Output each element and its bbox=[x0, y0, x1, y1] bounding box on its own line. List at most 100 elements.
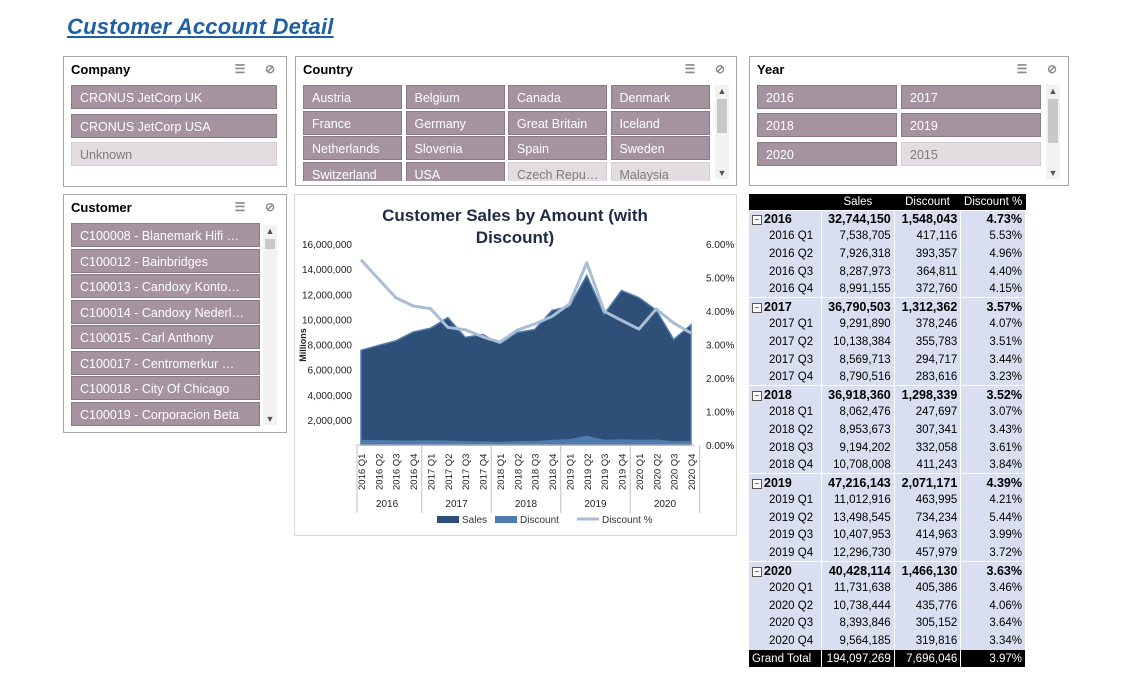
pivot-header-discount: Discount bbox=[894, 194, 961, 210]
multi-select-icon[interactable]: ☰ bbox=[234, 62, 246, 76]
collapse-icon[interactable]: − bbox=[752, 390, 762, 401]
customer-slicer-item[interactable]: C100008 - Blanemark Hifi … bbox=[71, 223, 260, 247]
pivot-grand-total-pct: 3.97% bbox=[960, 649, 1026, 668]
year-slicer-item[interactable]: 2018 bbox=[757, 113, 897, 138]
pivot-quarter-row: 2018 Q1 8,062,476 247,697 3.07% bbox=[749, 403, 1026, 422]
company-slicer-item[interactable]: Unknown bbox=[71, 142, 277, 166]
collapse-icon[interactable]: − bbox=[752, 302, 762, 313]
year-slicer-item[interactable]: 2019 bbox=[901, 113, 1041, 138]
multi-select-icon[interactable]: ☰ bbox=[684, 62, 696, 76]
customer-slicer-item[interactable]: C100018 - City Of Chicago bbox=[71, 376, 260, 400]
pivot-year-label[interactable]: −2017 bbox=[749, 297, 823, 316]
customer-slicer-item[interactable]: C100013 - Candoxy Konto… bbox=[71, 274, 260, 298]
year-slicer-items: 2016 2017 2018 2019 2020 2015 bbox=[757, 85, 1045, 181]
y-left-tick-label: 6,000,000 bbox=[308, 366, 353, 377]
pivot-quarter-label: 2016 Q2 bbox=[749, 245, 823, 263]
company-slicer: Company ☰ ⊘ CRONUS JetCorp UK CRONUS JetC… bbox=[63, 56, 287, 187]
discount-area bbox=[361, 435, 691, 445]
pivot-year-label[interactable]: −2019 bbox=[749, 473, 823, 492]
x-tick-label: 2020 Q3 bbox=[670, 454, 681, 490]
country-slicer-item[interactable]: France bbox=[303, 110, 402, 135]
pivot-quarter-sales: 10,407,953 bbox=[821, 526, 895, 545]
scroll-down-icon[interactable]: ▼ bbox=[265, 414, 275, 424]
pivot-year-row[interactable]: −2019 47,216,143 2,071,171 4.39% bbox=[749, 473, 1026, 492]
year-scrollbar[interactable]: ▲ ▼ bbox=[1046, 85, 1060, 179]
country-scrollbar[interactable]: ▲ ▼ bbox=[715, 85, 729, 179]
multi-select-icon[interactable]: ☰ bbox=[234, 200, 246, 214]
scroll-up-icon[interactable]: ▲ bbox=[1048, 86, 1058, 96]
pivot-quarter-sales: 8,287,973 bbox=[821, 262, 895, 281]
customer-slicer-item[interactable]: C100012 - Bainbridges bbox=[71, 248, 260, 273]
year-slicer-item[interactable]: 2015 bbox=[901, 141, 1041, 166]
clear-filter-icon[interactable]: ⊘ bbox=[714, 62, 726, 76]
pivot-quarter-pct: 3.84% bbox=[960, 456, 1026, 474]
scroll-thumb[interactable] bbox=[717, 99, 727, 133]
country-slicer-item[interactable]: Germany bbox=[405, 110, 505, 135]
country-slicer-item[interactable]: Slovenia bbox=[405, 136, 505, 160]
scroll-down-icon[interactable]: ▼ bbox=[1048, 168, 1058, 178]
country-slicer-item[interactable]: Canada bbox=[508, 85, 607, 109]
y-right-tick-label: 2.00% bbox=[706, 374, 734, 385]
pivot-quarter-sales: 7,538,705 bbox=[821, 227, 895, 246]
pivot-quarter-pct: 3.07% bbox=[960, 403, 1026, 422]
collapse-icon[interactable]: − bbox=[752, 478, 762, 489]
pivot-year-pct: 3.57% bbox=[960, 297, 1026, 316]
pivot-year-sales: 47,216,143 bbox=[821, 473, 895, 492]
scroll-up-icon[interactable]: ▲ bbox=[717, 86, 727, 96]
country-slicer-item[interactable]: Austria bbox=[303, 85, 402, 109]
company-slicer-item[interactable]: CRONUS JetCorp USA bbox=[71, 113, 277, 138]
customer-slicer-item[interactable]: C100014 - Candoxy Nederl… bbox=[71, 299, 260, 324]
pivot-header-discount-pct: Discount % bbox=[960, 194, 1026, 210]
pivot-year-pct: 3.63% bbox=[960, 561, 1026, 580]
clear-filter-icon[interactable]: ⊘ bbox=[1046, 62, 1058, 76]
x-group-label: 2019 bbox=[584, 499, 607, 510]
country-slicer-item[interactable]: Iceland bbox=[610, 110, 710, 135]
company-slicer-item[interactable]: CRONUS JetCorp UK bbox=[71, 85, 277, 109]
clear-filter-icon[interactable]: ⊘ bbox=[264, 200, 276, 214]
pivot-quarter-discount: 332,058 bbox=[894, 438, 962, 457]
country-slicer-item[interactable]: Netherlands bbox=[303, 136, 402, 160]
collapse-icon[interactable]: − bbox=[752, 214, 762, 225]
scroll-up-icon[interactable]: ▲ bbox=[265, 226, 275, 236]
pivot-year-label[interactable]: −2016 bbox=[749, 209, 823, 228]
pivot-quarter-pct: 3.64% bbox=[960, 614, 1026, 633]
pivot-year-row[interactable]: −2020 40,428,114 1,466,130 3.63% bbox=[749, 561, 1026, 580]
country-slicer-item[interactable]: Spain bbox=[508, 136, 607, 160]
pivot-quarter-label: 2019 Q4 bbox=[749, 544, 823, 562]
pivot-year-label[interactable]: −2018 bbox=[749, 385, 823, 404]
customer-scrollbar[interactable]: ▲ ▼ bbox=[263, 225, 277, 425]
scroll-thumb[interactable] bbox=[265, 239, 275, 249]
pivot-quarter-row: 2016 Q4 8,991,155 372,760 4.15% bbox=[749, 280, 1026, 298]
country-slicer-item[interactable]: Malaysia bbox=[610, 161, 710, 181]
country-slicer-item[interactable]: Czech Repu… bbox=[508, 161, 607, 181]
customer-slicer-item[interactable]: C100017 - Centromerkur … bbox=[71, 350, 260, 375]
year-slicer-item[interactable]: 2020 bbox=[757, 141, 897, 166]
multi-select-icon[interactable]: ☰ bbox=[1016, 62, 1028, 76]
pivot-quarter-label: 2020 Q3 bbox=[749, 614, 823, 633]
country-slicer-item[interactable]: Belgium bbox=[405, 85, 505, 109]
scroll-down-icon[interactable]: ▼ bbox=[717, 168, 727, 178]
country-slicer-item[interactable]: USA bbox=[405, 161, 505, 181]
pivot-year-row[interactable]: −2017 36,790,503 1,312,362 3.57% bbox=[749, 297, 1026, 316]
collapse-icon[interactable]: − bbox=[752, 566, 762, 577]
pivot-year-text: 2016 bbox=[764, 212, 792, 227]
pivot-quarter-row: 2016 Q3 8,287,973 364,811 4.40% bbox=[749, 262, 1026, 281]
customer-slicer-item[interactable]: C100019 - Corporacion Beta bbox=[71, 401, 260, 426]
customer-slicer-item[interactable]: C100015 - Carl Anthony bbox=[71, 325, 260, 349]
x-tick-label: 2018 Q4 bbox=[548, 454, 559, 490]
pivot-year-label[interactable]: −2020 bbox=[749, 561, 823, 580]
year-slicer-item[interactable]: 2016 bbox=[757, 85, 897, 109]
pivot-year-row[interactable]: −2016 32,744,150 1,548,043 4.73% bbox=[749, 209, 1026, 228]
scroll-thumb[interactable] bbox=[1048, 99, 1058, 143]
pivot-year-row[interactable]: −2018 36,918,360 1,298,339 3.52% bbox=[749, 385, 1026, 404]
country-slicer-item[interactable]: Denmark bbox=[610, 85, 710, 109]
y-right-tick-label: 6.00% bbox=[706, 240, 734, 251]
country-slicer-item[interactable]: Sweden bbox=[610, 136, 710, 160]
country-slicer-item[interactable]: Switzerland bbox=[303, 161, 402, 181]
country-slicer-item[interactable]: Great Britain bbox=[508, 110, 607, 135]
pivot-quarter-label: 2017 Q2 bbox=[749, 333, 823, 351]
clear-filter-icon[interactable]: ⊘ bbox=[264, 62, 276, 76]
year-slicer-item[interactable]: 2017 bbox=[901, 85, 1041, 109]
pivot-quarter-row: 2017 Q1 9,291,890 378,246 4.07% bbox=[749, 315, 1026, 334]
pivot-year-pct: 4.39% bbox=[960, 473, 1026, 492]
